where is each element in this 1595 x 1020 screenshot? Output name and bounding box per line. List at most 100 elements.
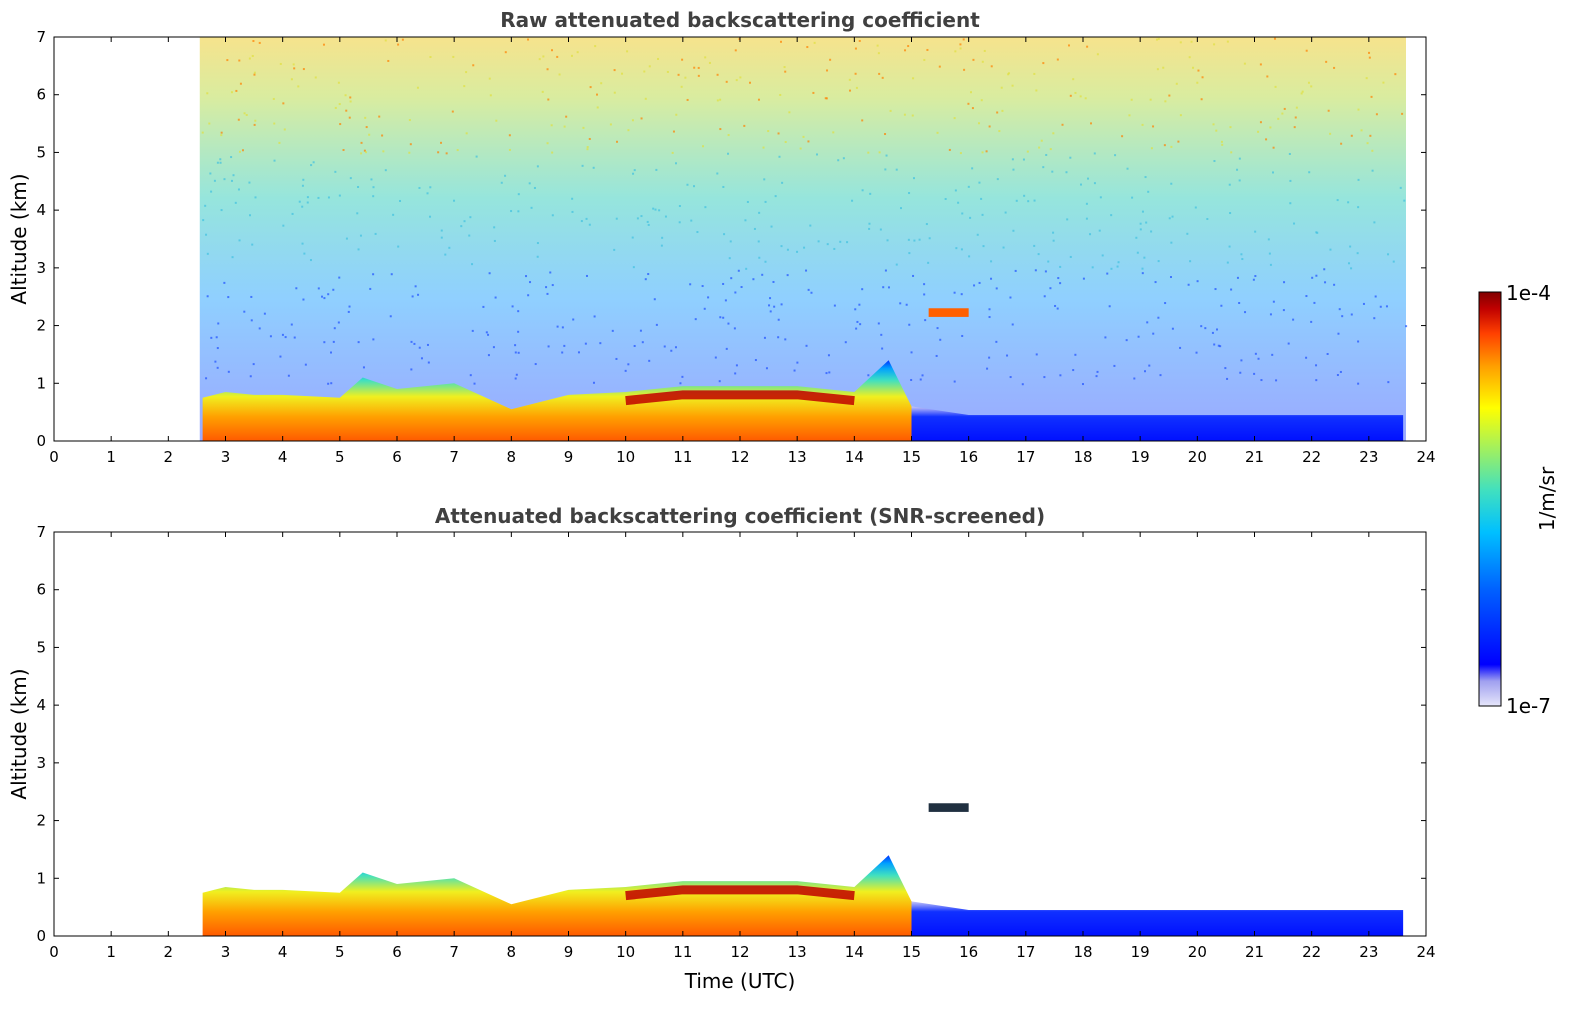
noise-speck [846,241,849,244]
noise-speck [880,333,883,336]
noise-speck [948,148,951,151]
noise-speck [1169,276,1172,279]
noise-speck [1239,371,1242,374]
noise-speck [1220,304,1223,307]
noise-speck [1136,251,1139,254]
noise-speck [475,155,478,158]
noise-speck [752,278,755,281]
x-tick-label: 23 [1359,448,1378,466]
noise-speck [220,134,223,137]
noise-speck [1084,97,1087,100]
noise-speck [551,49,554,52]
noise-speck [1375,113,1378,116]
noise-speck [1224,367,1227,370]
noise-speck [1128,114,1131,117]
noise-speck [368,133,371,136]
noise-speck [927,261,930,264]
noise-speck [1155,38,1158,41]
noise-speck [878,151,881,154]
noise-speck [201,131,204,134]
noise-speck [1114,154,1117,157]
noise-speck [1067,44,1070,47]
noise-speck [913,239,916,242]
noise-speck [381,134,384,137]
noise-speck [805,344,808,347]
noise-speck [561,351,564,354]
noise-speck [372,186,375,189]
noise-speck [727,134,730,137]
noise-speck [996,111,999,114]
plot-frame [53,531,1427,937]
noise-speck [1147,190,1150,193]
noise-speck [1098,229,1101,232]
noise-speck [582,126,585,129]
noise-speck [1230,288,1233,291]
noise-speck [429,215,432,218]
noise-speck [1283,107,1286,110]
noise-speck [980,197,983,200]
noise-speck [1054,304,1057,307]
noise-speck [1052,231,1055,234]
noise-speck [1289,202,1292,205]
noise-speck [248,181,251,184]
noise-speck [551,284,554,287]
x-tick-label: 11 [673,943,692,961]
noise-speck [770,225,773,228]
x-axis-label: Time (UTC) [684,969,796,993]
noise-speck [1236,276,1239,279]
noise-speck [611,329,614,332]
noise-speck [495,119,498,122]
noise-speck [953,117,956,120]
noise-speck [445,152,448,155]
noise-speck [1065,171,1068,174]
noise-speck [463,220,466,223]
noise-speck [1007,72,1010,75]
noise-speck [861,189,864,192]
noise-speck [1333,283,1336,286]
noise-speck [1011,84,1014,87]
noise-speck [243,310,246,313]
noise-speck [460,225,463,228]
noise-speck [1362,302,1365,305]
noise-speck [1196,280,1199,283]
noise-speck [1011,158,1014,161]
noise-speck [764,200,767,203]
noise-speck [1228,183,1231,186]
noise-speck [230,91,233,94]
noise-speck [357,248,360,251]
noise-speck [216,366,219,369]
noise-speck [719,128,722,131]
noise-speck [323,341,326,344]
noise-speck [220,209,223,212]
noise-speck [778,155,781,158]
noise-speck [1288,152,1291,155]
noise-speck [206,295,209,298]
noise-speck [359,234,362,237]
noise-speck [855,327,858,330]
noise-speck [202,219,205,222]
noise-speck [550,124,553,127]
noise-speck [206,92,209,95]
noise-speck [413,342,416,345]
noise-speck [372,195,375,198]
y-tick-label: 6 [36,86,46,104]
noise-speck [609,123,612,126]
noise-speck [773,305,776,308]
noise-speck [621,72,624,75]
noise-speck [716,172,719,175]
noise-speck [813,41,816,44]
y-tick-label: 0 [36,432,46,450]
nocturnal-layer [911,406,1404,441]
noise-speck [1059,282,1062,285]
noise-speck [1213,160,1216,163]
noise-speck [1213,43,1216,46]
noise-speck [884,269,887,272]
y-tick-label: 2 [36,317,46,335]
noise-speck [824,97,827,100]
noise-speck [640,117,643,120]
noise-speck [887,286,890,289]
noise-speck [639,329,642,332]
noise-speck [959,152,962,155]
noise-speck [287,374,290,377]
noise-speck [1217,344,1220,347]
